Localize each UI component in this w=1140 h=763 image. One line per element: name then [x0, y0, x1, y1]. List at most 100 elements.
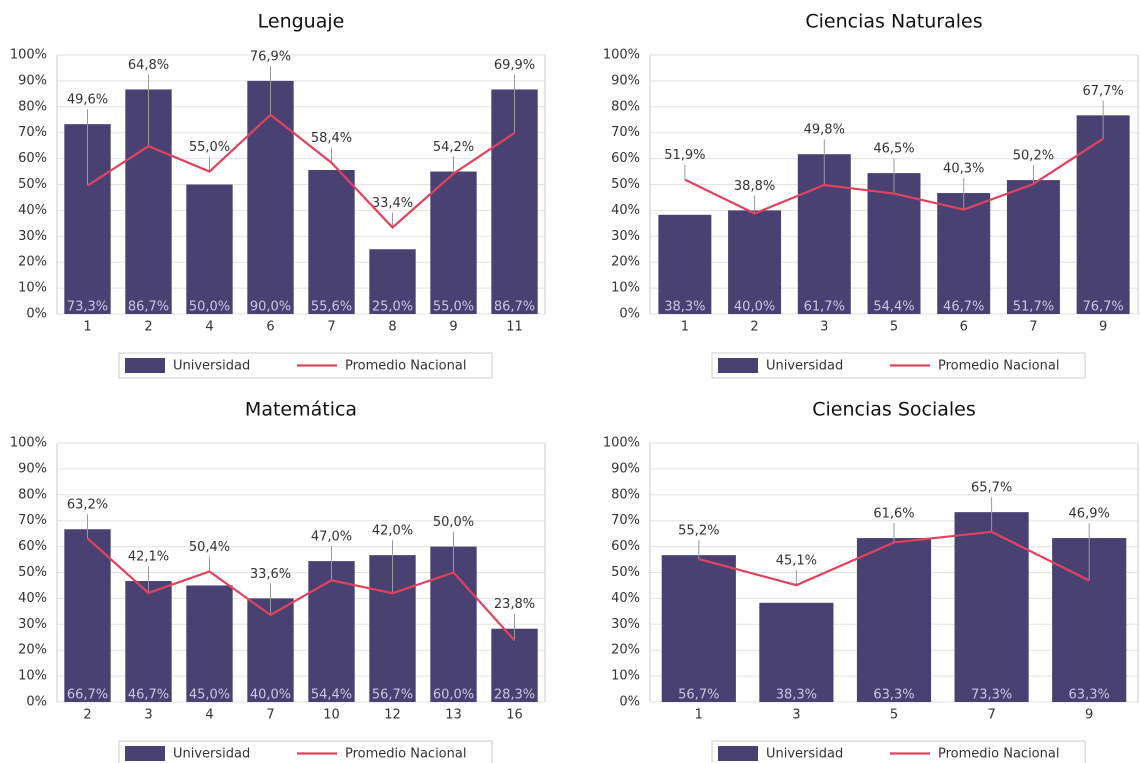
line-value-label: 42,1% [128, 550, 169, 565]
y-tick-label: 100% [10, 436, 47, 451]
line [698, 530, 1090, 587]
legend-swatch [718, 358, 758, 373]
legend-label: Universidad [173, 747, 250, 762]
line-value-label: 49,8% [804, 123, 845, 138]
line-value-label: 50,0% [433, 515, 474, 530]
x-tick-label: 16 [506, 708, 523, 723]
legend-label: Universidad [173, 359, 250, 374]
y-tick-label: 60% [611, 151, 640, 166]
y-tick-label: 0% [619, 695, 640, 710]
bar-value-label: 25,0% [372, 300, 413, 315]
bar-value-label: 40,0% [734, 300, 775, 315]
bar-value-label: 40,0% [250, 688, 291, 703]
bar-value-label: 28,3% [494, 688, 535, 703]
line-value-label: 40,3% [943, 162, 984, 177]
bar [1006, 180, 1060, 314]
bar [856, 538, 932, 702]
line-value-label: 33,4% [372, 196, 413, 211]
y-tick-label: 90% [611, 73, 640, 88]
y-tick-label: 50% [611, 565, 640, 580]
line-value-label: 65,7% [971, 481, 1012, 496]
bar [661, 555, 736, 702]
line [684, 137, 1104, 215]
bar-value-label: 86,7% [494, 300, 535, 315]
line-value-label: 50,4% [189, 540, 230, 555]
x-tick-label: 10 [323, 708, 340, 723]
line-value-label: 50,2% [1013, 149, 1054, 164]
line-value-label: 45,1% [776, 554, 817, 569]
y-tick-label: 80% [18, 487, 47, 502]
y-tick-label: 100% [603, 48, 640, 63]
bar [308, 169, 355, 314]
line-value-label: 51,9% [664, 148, 705, 163]
y-tick-label: 40% [18, 203, 47, 218]
y-tick-label: 70% [18, 125, 47, 140]
bar-value-label: 51,7% [1013, 300, 1054, 315]
x-tick-label: 5 [890, 320, 898, 335]
bar-value-label: 50,0% [189, 300, 230, 315]
bar-value-label: 55,0% [433, 300, 474, 315]
chart-title: Ciencias Sociales [812, 399, 976, 421]
y-tick-label: 20% [611, 643, 640, 658]
legend-label: Promedio Nacional [345, 359, 466, 374]
y-tick-label: 100% [10, 48, 47, 63]
bar [186, 585, 233, 702]
bar-value-label: 86,7% [128, 300, 169, 315]
bar-value-label: 54,4% [873, 300, 914, 315]
y-tick-label: 10% [611, 281, 640, 296]
y-tick-label: 70% [611, 125, 640, 140]
bar [658, 214, 712, 314]
bar [186, 184, 233, 314]
bar-value-label: 73,3% [971, 688, 1012, 703]
bar-value-label: 63,3% [873, 688, 914, 703]
line-value-label: 61,6% [873, 507, 914, 522]
bar [125, 581, 172, 702]
x-tick-label: 6 [960, 320, 968, 335]
x-tick-label: 3 [792, 708, 800, 723]
x-tick-label: 3 [820, 320, 828, 335]
y-tick-label: 60% [18, 151, 47, 166]
y-tick-label: 90% [18, 73, 47, 88]
y-tick-label: 20% [611, 255, 640, 270]
y-tick-label: 10% [18, 669, 47, 684]
legend-label: Promedio Nacional [938, 747, 1059, 762]
bar [954, 512, 1029, 702]
y-tick-label: 90% [611, 461, 640, 476]
y-tick-label: 80% [611, 487, 640, 502]
x-tick-label: 9 [449, 320, 457, 335]
y-tick-label: 70% [611, 513, 640, 528]
x-tick-label: 12 [384, 708, 401, 723]
y-tick-label: 30% [611, 617, 640, 632]
bar-value-label: 46,7% [943, 300, 984, 315]
x-tick-label: 7 [327, 320, 335, 335]
x-tick-label: 6 [266, 320, 274, 335]
y-tick-label: 60% [611, 539, 640, 554]
bar-value-label: 38,3% [664, 300, 705, 315]
legend-label: Universidad [766, 359, 843, 374]
x-tick-label: 1 [83, 320, 91, 335]
bar [308, 561, 355, 702]
line-value-label: 23,8% [494, 597, 535, 612]
x-tick-label: 4 [205, 708, 213, 723]
chart-title: Ciencias Naturales [805, 11, 982, 33]
x-tick-label: 9 [1085, 708, 1093, 723]
y-tick-label: 60% [18, 539, 47, 554]
x-tick-label: 13 [445, 708, 462, 723]
y-tick-label: 30% [611, 229, 640, 244]
bar-value-label: 55,6% [311, 300, 352, 315]
y-tick-label: 50% [611, 177, 640, 192]
x-tick-label: 2 [144, 320, 152, 335]
y-tick-label: 90% [18, 461, 47, 476]
legend-box [118, 352, 493, 379]
bar [491, 628, 538, 702]
bar-value-label: 38,3% [776, 688, 817, 703]
bar-value-label: 60,0% [433, 688, 474, 703]
bar [937, 193, 991, 314]
y-tick-label: 10% [611, 669, 640, 684]
line-value-label: 46,5% [873, 142, 914, 157]
line-value-label: 64,8% [128, 58, 169, 73]
line-value-label: 55,0% [189, 140, 230, 155]
line-value-label: 55,2% [678, 524, 719, 539]
line-value-label: 47,0% [311, 530, 352, 545]
line-value-label: 49,6% [67, 93, 108, 108]
